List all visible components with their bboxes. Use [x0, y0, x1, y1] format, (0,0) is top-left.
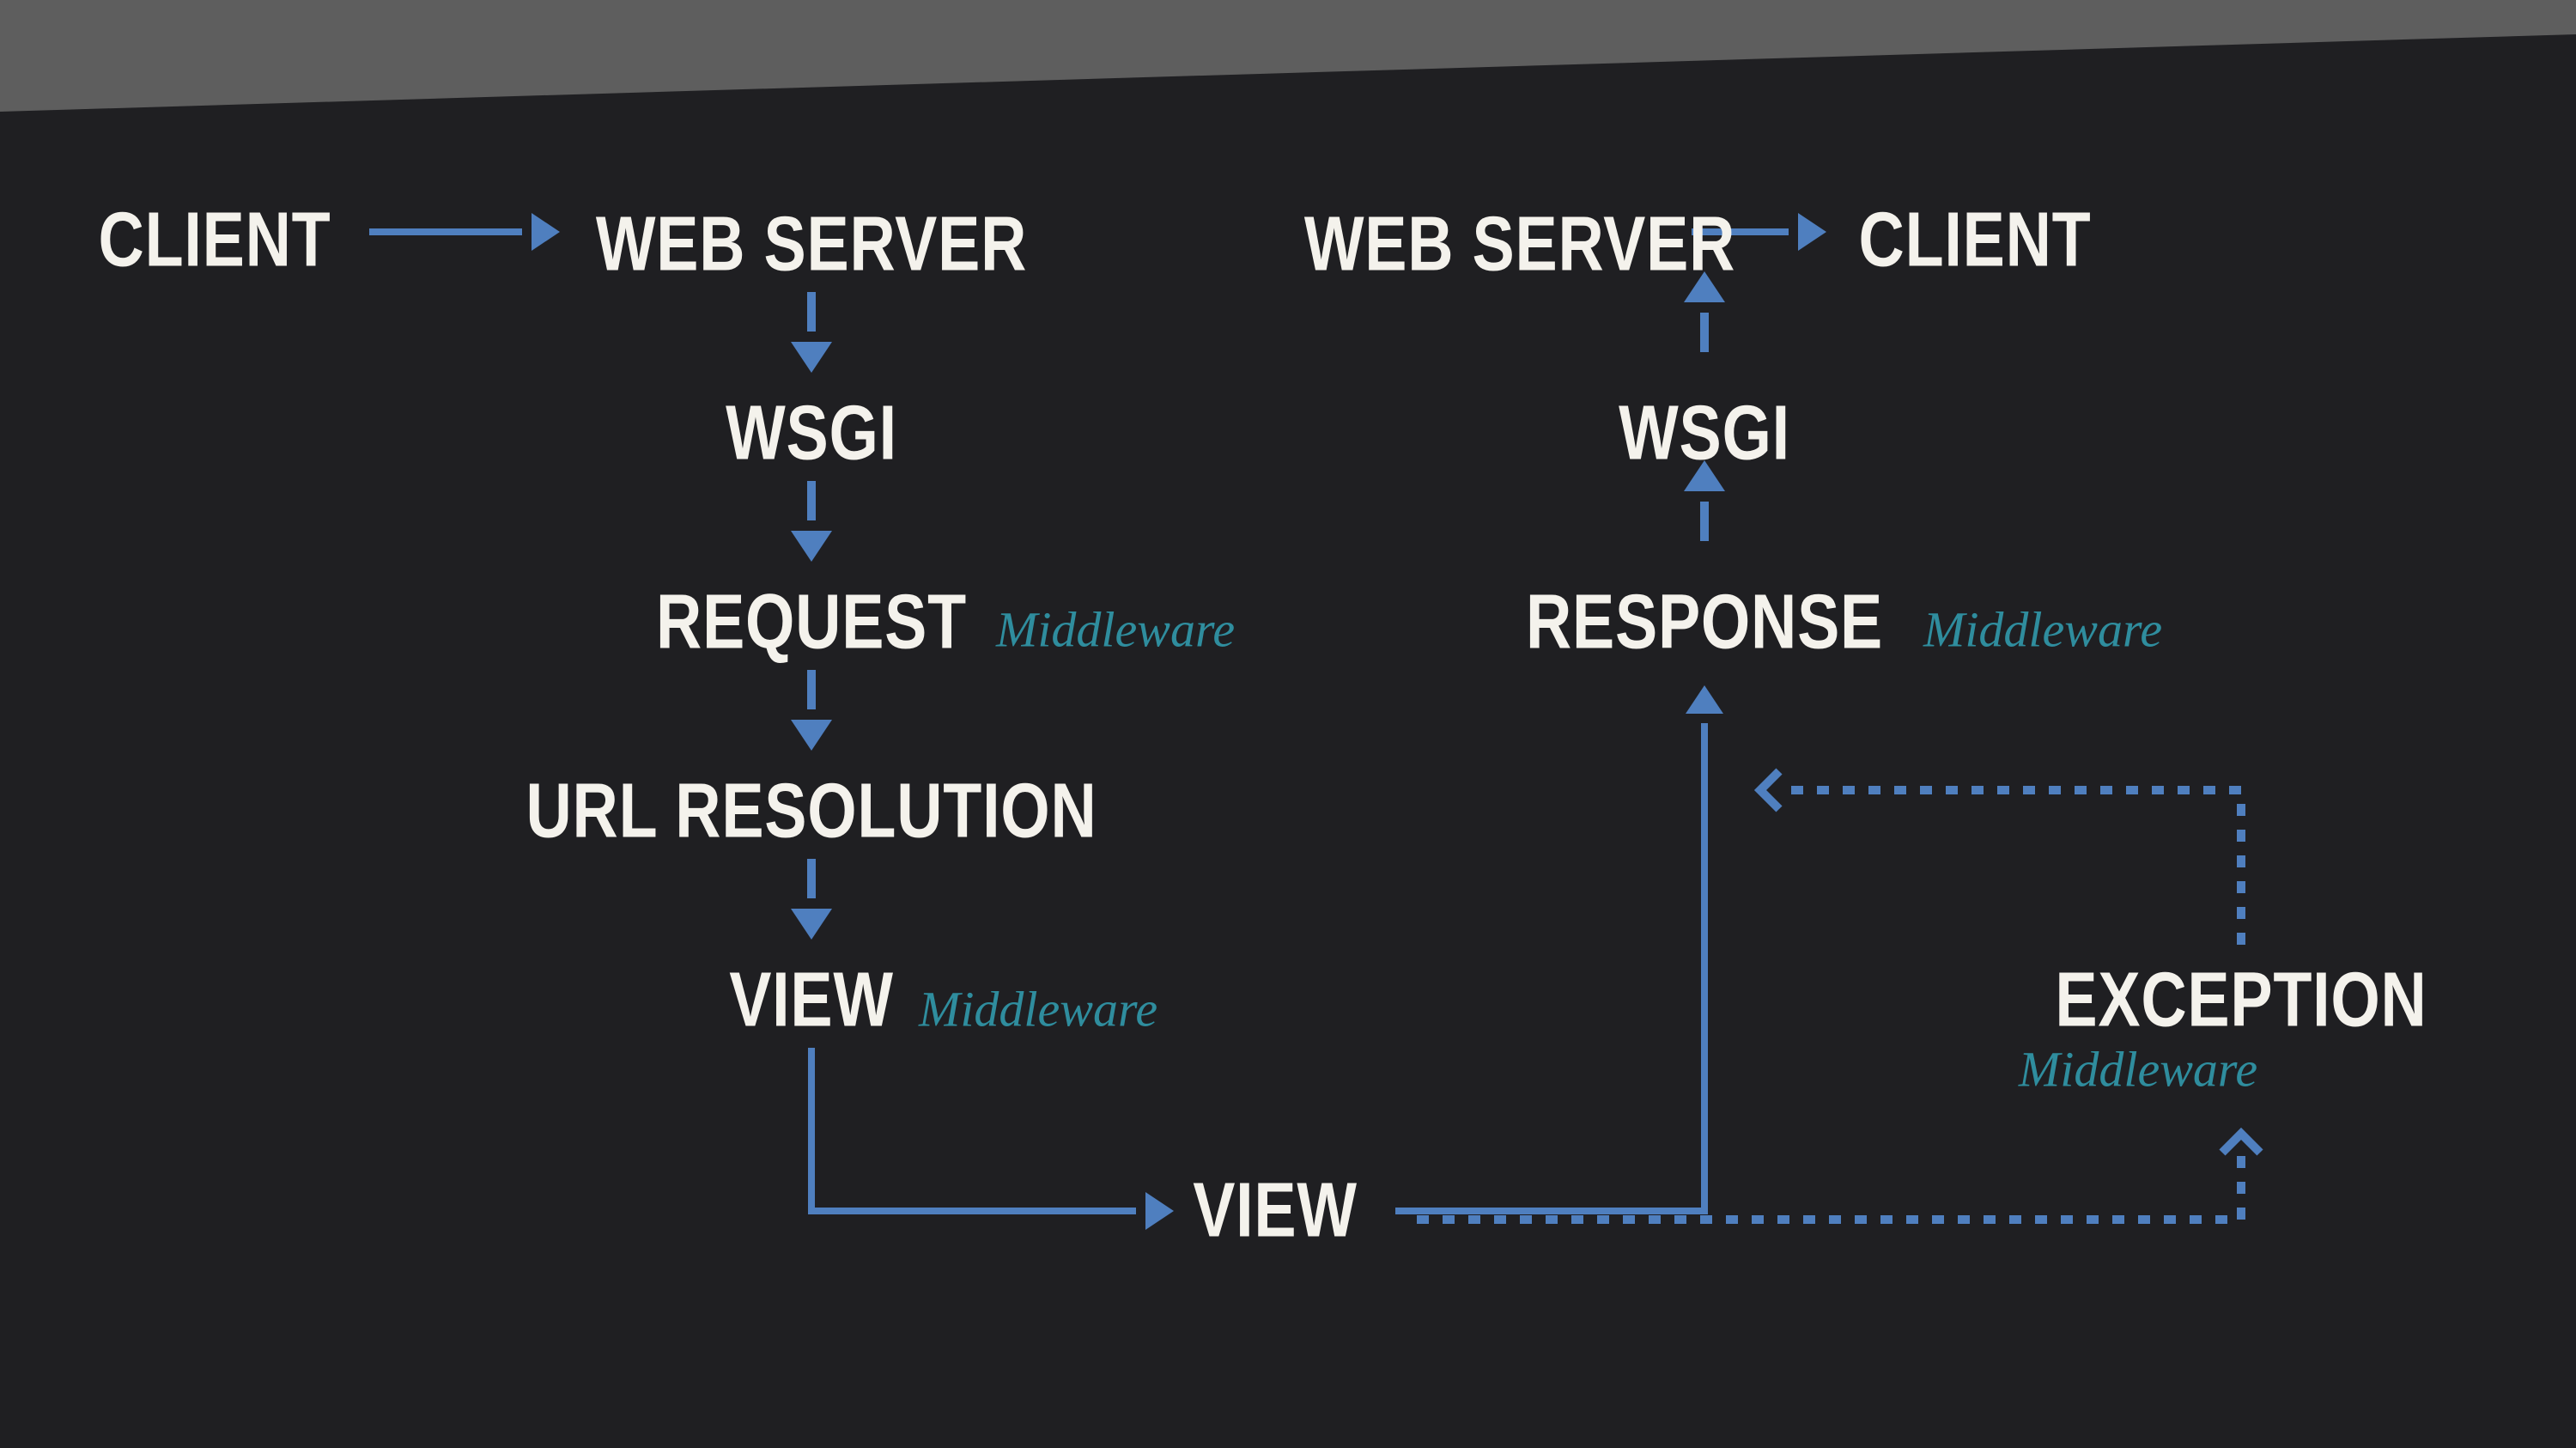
- node-exception: EXCEPTION: [2055, 957, 2427, 1045]
- middleware-label-response: Middleware: [1923, 601, 2162, 659]
- middleware-label-view_mw: Middleware: [919, 981, 1157, 1038]
- diagram-stage: CLIENT WEB SERVER WSGI REQUEST URL RESOLUTIO…: [0, 0, 2576, 1448]
- node-response: RESPONSE: [1526, 579, 1883, 667]
- node-client_r: CLIENT: [1859, 197, 2092, 285]
- node-wsgi_r: WSGI: [1619, 390, 1790, 478]
- node-view: VIEW: [1193, 1167, 1358, 1256]
- node-request: REQUEST: [656, 579, 967, 667]
- node-client_l: CLIENT: [99, 197, 331, 285]
- node-view_mw: VIEW: [729, 957, 894, 1045]
- node-wsgi_l: WSGI: [726, 390, 897, 478]
- node-webserver_r: WEB SERVER: [1304, 201, 1735, 289]
- node-webserver_l: WEB SERVER: [596, 201, 1027, 289]
- middleware-label-request: Middleware: [996, 601, 1235, 659]
- node-urlres: URL RESOLUTION: [526, 768, 1097, 856]
- middleware-label-exception: Middleware: [2019, 1041, 2257, 1098]
